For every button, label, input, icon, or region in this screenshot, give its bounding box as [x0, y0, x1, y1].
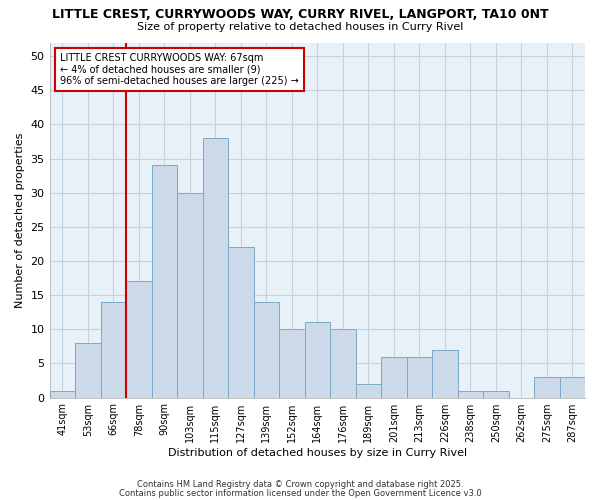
Bar — [330, 330, 356, 398]
Bar — [75, 343, 101, 398]
Bar — [305, 322, 330, 398]
Bar — [228, 248, 254, 398]
Text: Size of property relative to detached houses in Curry Rivel: Size of property relative to detached ho… — [137, 22, 463, 32]
Bar — [458, 391, 483, 398]
Bar — [101, 302, 126, 398]
Bar — [152, 166, 177, 398]
Bar — [407, 356, 432, 398]
Bar — [279, 330, 305, 398]
Bar — [381, 356, 407, 398]
Y-axis label: Number of detached properties: Number of detached properties — [15, 132, 25, 308]
Bar — [432, 350, 458, 398]
Bar — [254, 302, 279, 398]
Text: Contains public sector information licensed under the Open Government Licence v3: Contains public sector information licen… — [119, 489, 481, 498]
Bar — [356, 384, 381, 398]
Bar — [177, 192, 203, 398]
Bar — [50, 391, 75, 398]
Bar — [560, 377, 585, 398]
Bar — [126, 282, 152, 398]
X-axis label: Distribution of detached houses by size in Curry Rivel: Distribution of detached houses by size … — [168, 448, 467, 458]
Bar — [483, 391, 509, 398]
Text: LITTLE CREST, CURRYWOODS WAY, CURRY RIVEL, LANGPORT, TA10 0NT: LITTLE CREST, CURRYWOODS WAY, CURRY RIVE… — [52, 8, 548, 20]
Bar — [534, 377, 560, 398]
Text: LITTLE CREST CURRYWOODS WAY: 67sqm
← 4% of detached houses are smaller (9)
96% o: LITTLE CREST CURRYWOODS WAY: 67sqm ← 4% … — [60, 53, 299, 86]
Text: Contains HM Land Registry data © Crown copyright and database right 2025.: Contains HM Land Registry data © Crown c… — [137, 480, 463, 489]
Bar — [203, 138, 228, 398]
